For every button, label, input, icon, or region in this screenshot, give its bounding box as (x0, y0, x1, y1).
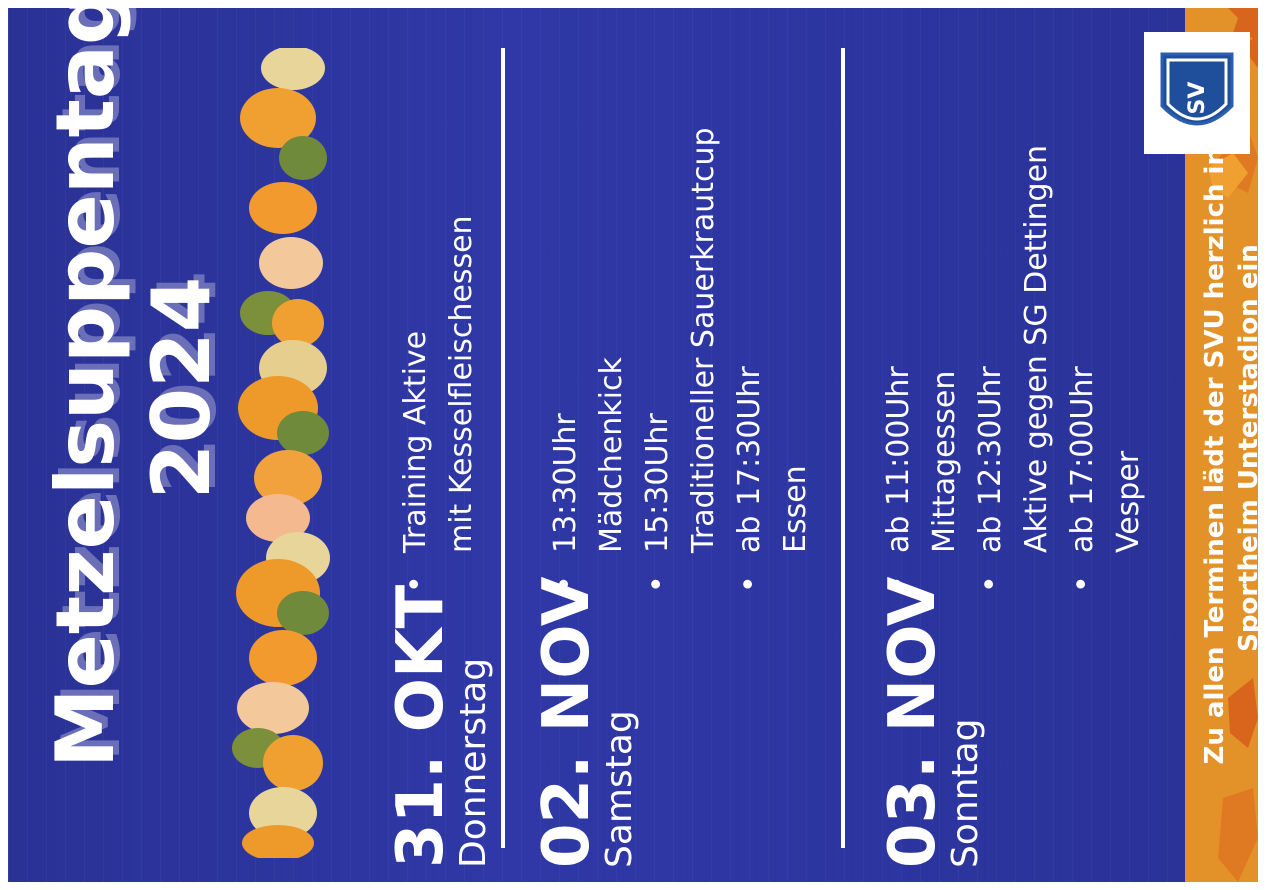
day-2-weekday: Samstag (599, 710, 640, 868)
day-2-schedule: 13:30Uhr Mädchenkick 15:30Uhr Traditione… (543, 127, 819, 593)
poster: Metzelsuppentage 2024 (8, 8, 1258, 882)
title-line-2: 2024 (135, 276, 228, 500)
day-2-heading: 02. NOV Samstag (530, 576, 640, 868)
day-2-item-2-sub: Traditioneller Sauerkrautcup (686, 127, 721, 553)
day-3-date: 03. NOV (876, 576, 950, 868)
day-2-item-3-sub: Essen (778, 465, 813, 553)
day-3-item-2: ab 12:30Uhr (968, 145, 1014, 593)
day-3-item-1: ab 11:00Uhr (876, 145, 922, 593)
title-line-1: Metzelsuppentage (39, 8, 132, 768)
club-logo-box: SV (1144, 32, 1250, 154)
day-3-item-1-sub: Mittagessen (927, 370, 962, 553)
footer-line-2: Sportheim Unterstadion ein (1234, 244, 1258, 652)
day-2-item-3: ab 17:30Uhr (727, 127, 773, 593)
day-1-item-1-sub: mit Kesselfleischessen (444, 215, 479, 553)
day-3-heading: 03. NOV Sonntag (876, 576, 986, 868)
day-3-item-2-sub: Aktive gegen SG Dettingen (1019, 144, 1054, 553)
day-1-item-1: Training Aktive (393, 215, 439, 593)
day-2-item-1-sub: Mädchenkick (594, 357, 629, 553)
logo-text: SV (1185, 82, 1210, 115)
day-2-date: 02. NOV (530, 576, 604, 868)
day-3-item-3: ab 17:00Uhr (1060, 145, 1106, 593)
poster-title: Metzelsuppentage 2024 (38, 8, 230, 768)
day-3-schedule: ab 11:00Uhr Mittagessen ab 12:30Uhr Akti… (876, 145, 1152, 593)
divider-1 (501, 48, 505, 848)
pumpkin-shapes (232, 48, 330, 858)
day-3-weekday: Sonntag (945, 718, 986, 868)
day-1-heading: 31. OKT Donnerstag (384, 584, 494, 868)
divider-2 (841, 48, 845, 848)
footer-text: Zu allen Terminen lädt der SVU herzlich … (1198, 48, 1258, 848)
day-1-date: 31. OKT (384, 584, 458, 868)
autumn-leaves-icon (1208, 8, 1258, 882)
sv-club-logo-icon: SV (1160, 52, 1234, 126)
day-1-weekday: Donnerstag (453, 657, 494, 868)
day-2-item-1: 13:30Uhr (543, 127, 589, 593)
day-1-schedule: Training Aktive mit Kesselfleischessen (393, 215, 485, 593)
pumpkin-garland-icon (232, 48, 330, 858)
footer-line-1: Zu allen Terminen lädt der SVU herzlich … (1200, 131, 1230, 765)
wood-texture (8, 8, 1258, 882)
day-3-item-3-sub: Vesper (1111, 450, 1146, 553)
day-2-item-2: 15:30Uhr (635, 127, 681, 593)
